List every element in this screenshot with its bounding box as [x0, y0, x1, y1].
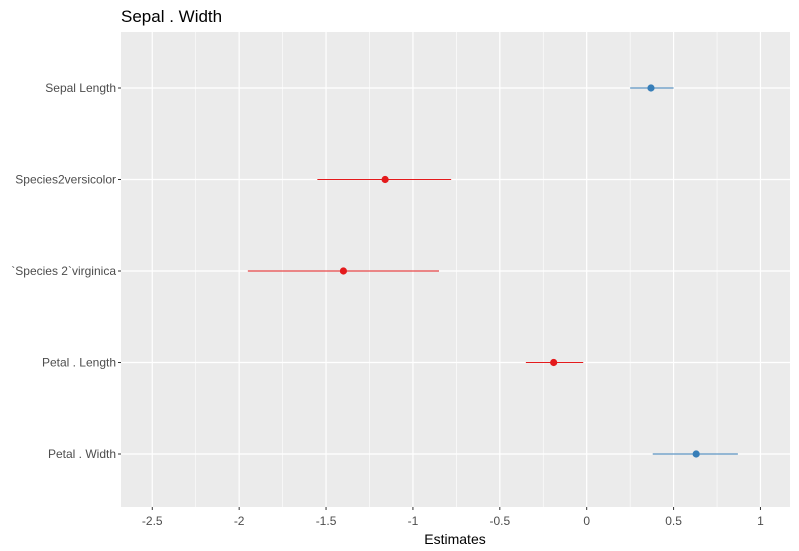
x-tick-label: -1.5 — [316, 514, 337, 528]
y-tick-label: Species2versicolor — [15, 173, 116, 187]
estimate-marks — [247, 84, 738, 458]
y-tick-label: `Species 2`virginica — [11, 264, 116, 278]
estimate-point — [550, 358, 558, 367]
x-tick-label: 0 — [583, 514, 590, 528]
x-tick-label: 0.5 — [665, 514, 682, 528]
y-tick-label: Petal . Width — [48, 447, 116, 461]
term-estimate — [317, 175, 452, 184]
term-estimate — [652, 450, 738, 458]
x-axis-label: Estimates — [424, 531, 485, 547]
x-tick-label: -2 — [234, 514, 245, 528]
term-estimate — [630, 84, 674, 92]
plot-panel — [121, 32, 790, 507]
x-tick-label: -2.5 — [142, 514, 163, 528]
y-axis-ticks: Sepal Length Species2versicolor `Species 2… — [11, 81, 121, 461]
chart-title: Sepal . Width — [121, 7, 222, 26]
x-axis-ticks: -2.5 -2 -1.5 -1 -0.5 0 0.5 1 — [142, 507, 764, 528]
estimate-point — [647, 84, 655, 92]
x-tick-label: -1 — [408, 514, 419, 528]
estimate-point — [692, 450, 700, 458]
estimate-point — [381, 175, 389, 184]
x-tick-label: -0.5 — [489, 514, 510, 528]
y-tick-label: Sepal Length — [45, 81, 116, 95]
grid-lines — [121, 32, 790, 507]
y-tick-label: Petal . Length — [42, 356, 116, 370]
term-estimate — [247, 267, 439, 275]
x-tick-label: 1 — [757, 514, 764, 528]
term-estimate — [525, 358, 584, 367]
estimate-point — [339, 267, 348, 275]
